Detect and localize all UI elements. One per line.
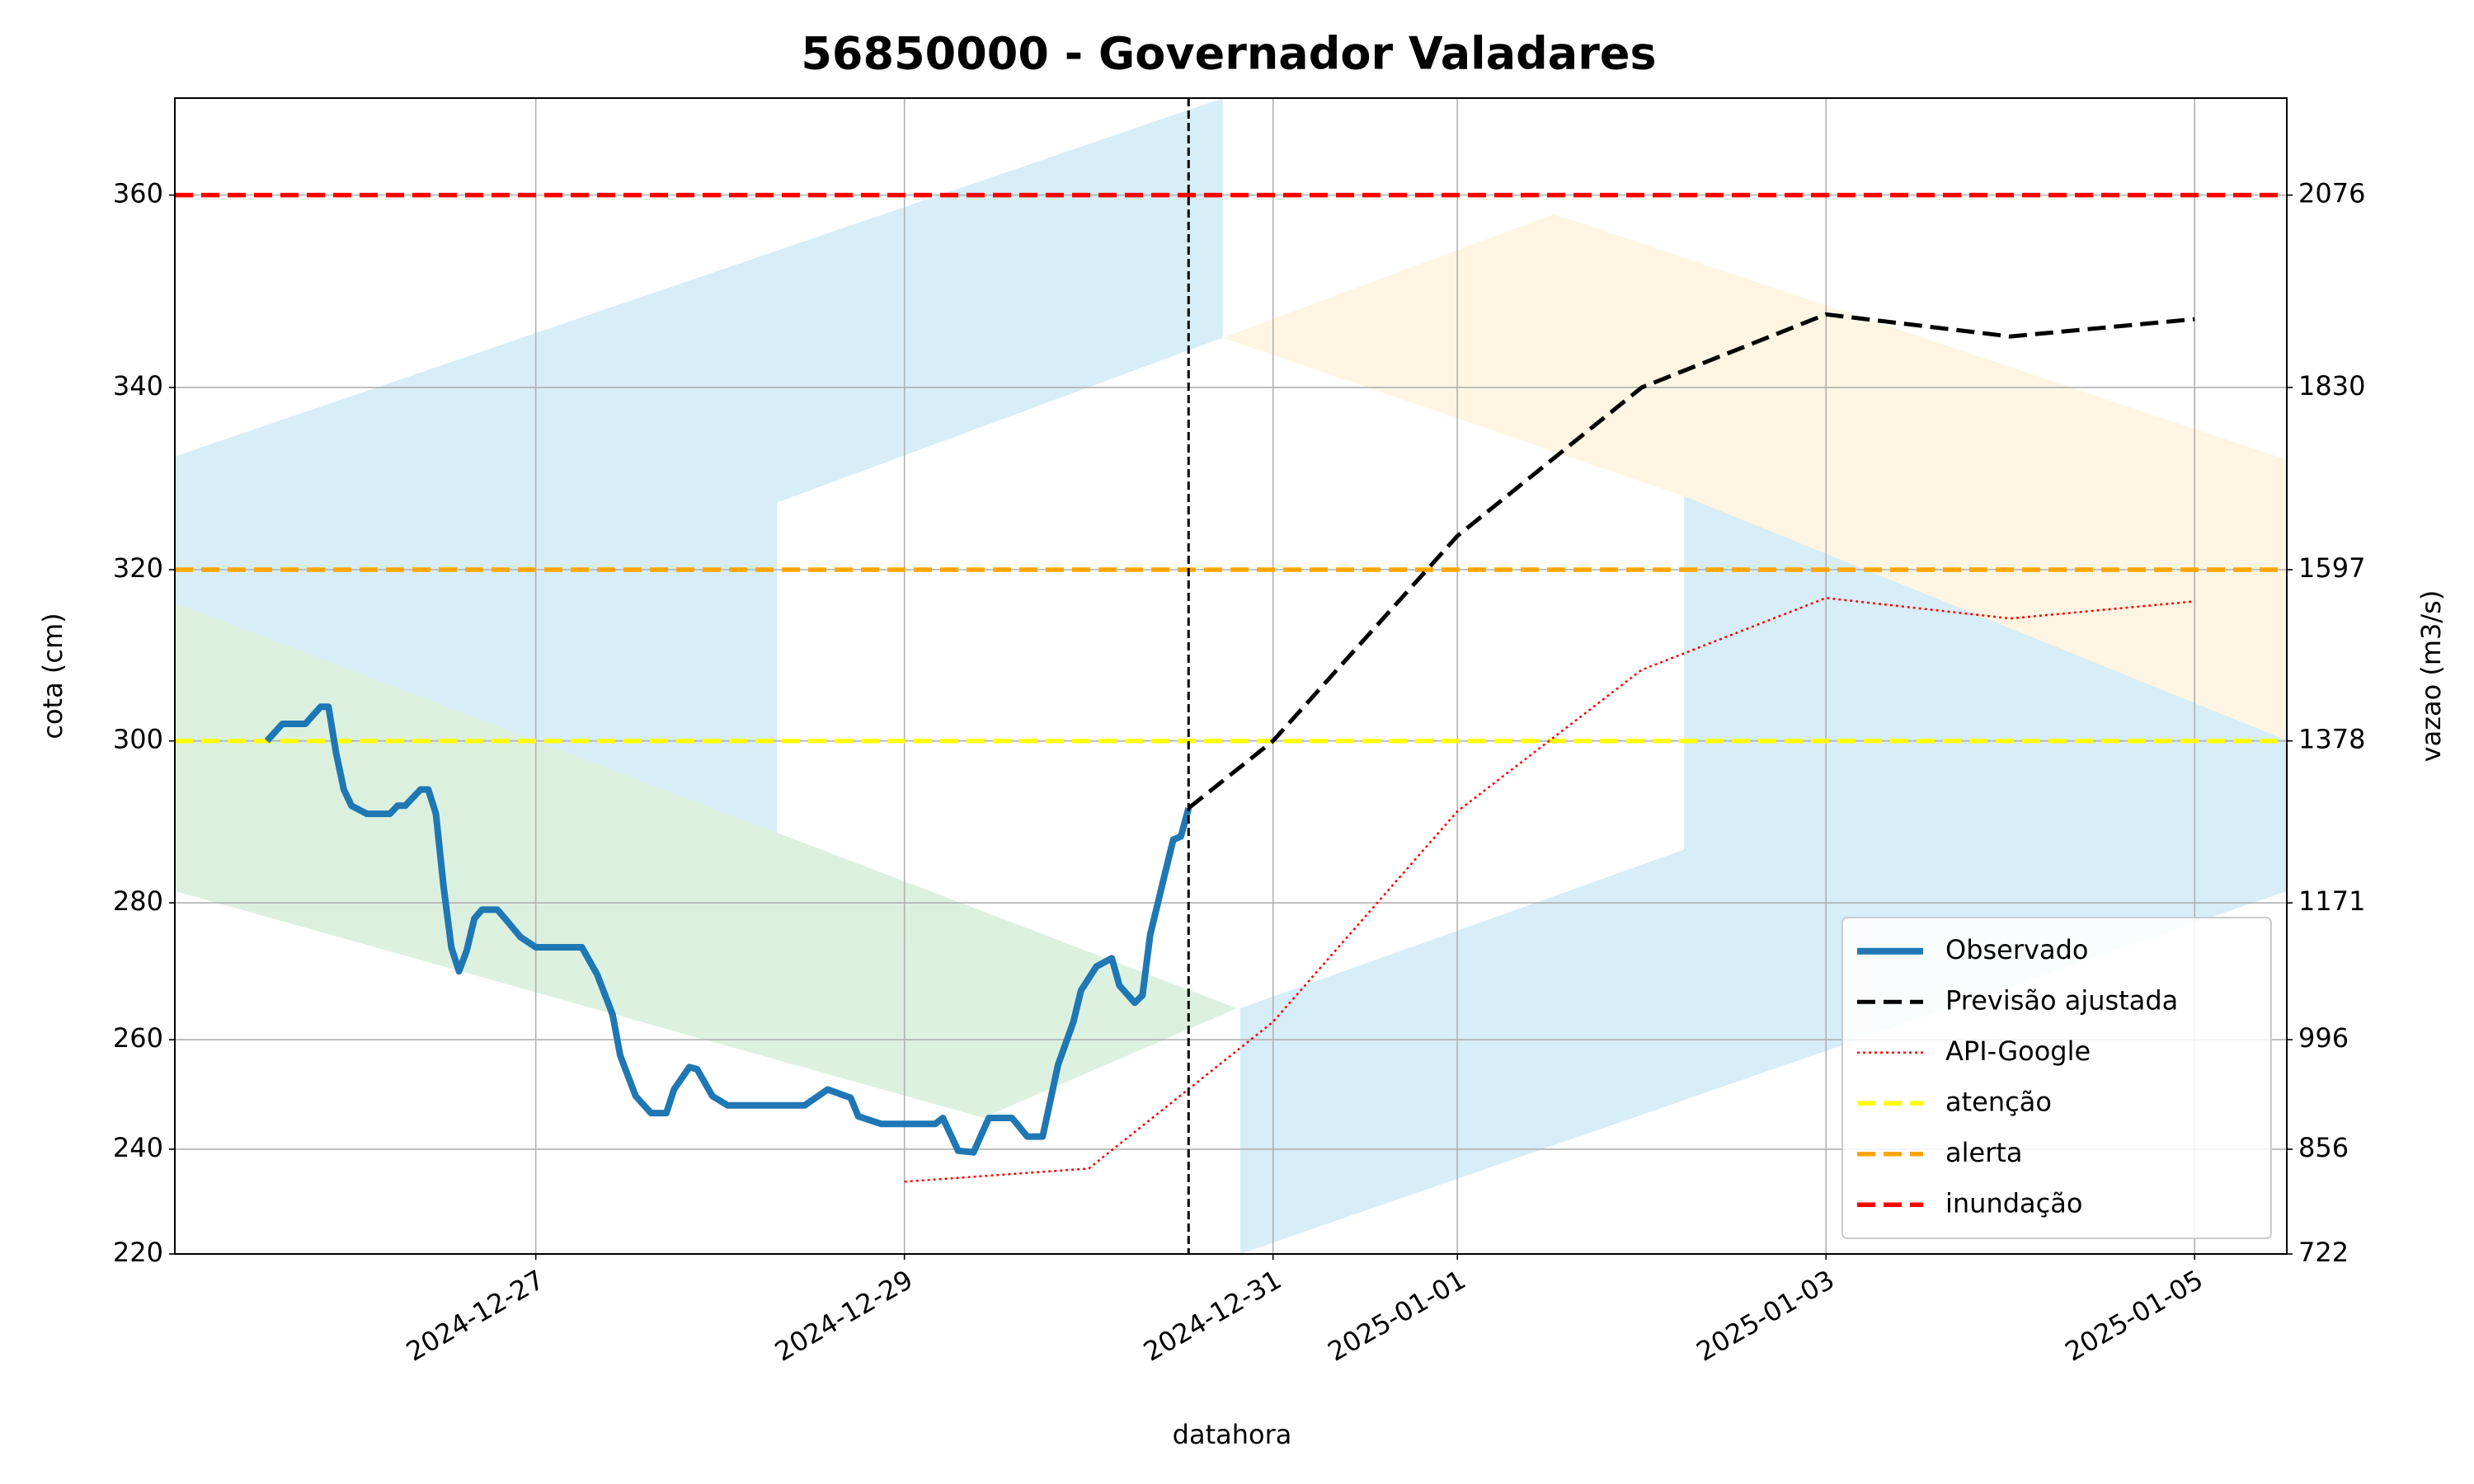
legend-box [1841,917,2272,1239]
watermark-shape [1222,214,2287,741]
watermark-shape [1684,495,2287,891]
y-tick-label: 240 [113,1132,163,1163]
y2-axis-label: vazao (m3/s) [2415,590,2447,763]
x-tick-label: 2025-01-01 [1323,1264,1471,1368]
y-tick-label: 260 [113,1022,163,1054]
y2-tick-label: 2076 [2298,178,2365,209]
y-tick-label: 360 [113,178,163,209]
legend-label: alerta [1945,1137,2023,1168]
y2-tick-label: 1171 [2298,885,2365,917]
series-line [904,597,2195,1183]
x-tick-label: 2025-01-05 [2060,1264,2208,1368]
x-tick-label: 2024-12-31 [1138,1264,1286,1368]
legend-label: atenção [1945,1086,2052,1117]
series-line [264,703,1192,1156]
y2-tick-label: 1830 [2298,370,2365,402]
y2-tick-label: 856 [2298,1132,2349,1163]
legend-label: API-Google [1945,1036,2091,1067]
watermark [174,98,2287,1255]
y-tick-label: 300 [113,724,163,755]
y2-tick-label: 722 [2298,1237,2349,1268]
series-line [1187,312,2195,810]
legend: Observado Previsão ajustada API-Google aten… [1841,917,2272,1239]
y2-tick-label: 1378 [2298,724,2365,755]
x-tick-label: 2025-01-03 [1691,1264,1840,1368]
y-tick-label: 220 [113,1237,163,1268]
watermark-shape [174,98,1223,853]
legend-label: Previsão ajustada [1945,984,2178,1016]
x-tick-label: 2024-12-27 [401,1264,549,1368]
legend-label: Observado [1945,934,2088,965]
chart-title: 56850000 - Governador Valadares [801,28,1656,80]
watermark-shape [174,602,1237,1118]
legend-label: inundação [1945,1187,2082,1219]
x-axis-label: datahora [1173,1419,1292,1450]
watermark-shape [1239,634,2287,1255]
y-tick-label: 340 [113,370,163,402]
y-tick-label: 280 [113,885,163,917]
y-tick-label: 320 [113,552,163,584]
y-axis-label: cota (cm) [37,613,68,739]
x-tick-label: 2024-12-29 [769,1264,918,1368]
y2-tick-label: 1597 [2298,552,2365,584]
plot-frame [174,97,2288,1255]
y2-tick-label: 996 [2298,1022,2349,1054]
